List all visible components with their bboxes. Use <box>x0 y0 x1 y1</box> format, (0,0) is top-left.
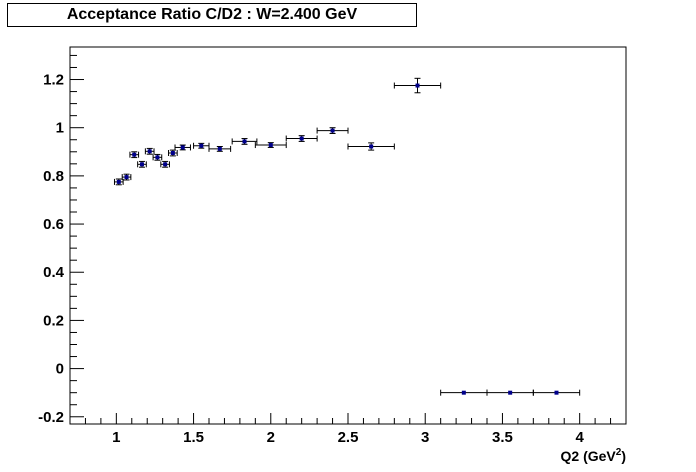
data-marker <box>147 149 152 154</box>
x-tick-label: 3.5 <box>492 429 513 446</box>
y-tick-label: 0.4 <box>43 264 65 281</box>
data-point <box>285 135 318 142</box>
data-marker <box>170 150 175 155</box>
data-marker <box>155 155 160 160</box>
data-marker <box>299 136 304 141</box>
x-tick-label: 1 <box>112 429 120 446</box>
data-point <box>137 160 147 168</box>
data-point <box>193 142 210 149</box>
data-marker <box>180 145 185 150</box>
data-marker <box>124 175 129 180</box>
data-point <box>347 142 395 151</box>
data-point <box>393 77 442 94</box>
data-point <box>208 145 232 152</box>
data-point <box>144 147 155 155</box>
x-tick-label: 1.5 <box>183 429 204 446</box>
x-axis-title: Q2 (GeV2) <box>561 447 626 464</box>
data-marker <box>508 390 513 395</box>
y-tick-label: 1 <box>56 120 64 137</box>
data-marker <box>242 139 247 144</box>
data-point <box>152 153 163 161</box>
y-tick-label: 0.2 <box>43 312 64 329</box>
chart-title-box: Acceptance Ratio C/D2 : W=2.400 GeV <box>7 3 417 27</box>
data-point <box>121 173 132 181</box>
data-point <box>486 389 534 396</box>
data-marker <box>116 179 121 184</box>
data-marker <box>217 146 222 151</box>
data-point <box>440 389 488 396</box>
x-tick-label: 3 <box>421 429 429 446</box>
plot-frame <box>69 46 627 425</box>
data-points <box>113 77 581 396</box>
x-axis-title-sup: 2 <box>616 447 622 458</box>
data-marker <box>132 152 137 157</box>
x-axis-title-close: ) <box>621 448 626 464</box>
data-marker <box>554 390 559 395</box>
y-tick-label: 0.8 <box>43 168 64 185</box>
x-tick-label: 2.5 <box>338 429 359 446</box>
data-point <box>168 149 178 157</box>
y-axis: -0.2 0 0.2 0.4 0.6 0.8 1 1.2 <box>38 54 84 426</box>
x-axis-title-main: Q2 (GeV <box>561 448 617 464</box>
y-tick-label: 0 <box>56 361 64 378</box>
data-marker <box>330 128 335 133</box>
y-tick-label: 0.6 <box>43 216 64 233</box>
data-point <box>174 144 191 151</box>
data-point <box>160 160 170 168</box>
y-tick-label: -0.2 <box>38 409 64 426</box>
chart-title: Acceptance Ratio C/D2 : W=2.400 GeV <box>66 6 358 23</box>
data-marker <box>461 390 466 395</box>
data-point <box>113 178 124 186</box>
data-point <box>129 151 140 159</box>
data-point <box>254 142 287 149</box>
data-marker <box>415 83 420 88</box>
data-point <box>231 138 258 145</box>
data-marker <box>268 143 273 148</box>
y-tick-label: 1.2 <box>43 72 64 89</box>
data-marker <box>199 143 204 148</box>
data-marker <box>163 162 168 167</box>
x-tick-label: 4 <box>575 429 584 446</box>
x-axis: 1 1.5 2 2.5 3 3.5 4 <box>69 413 627 446</box>
data-point <box>532 389 581 396</box>
data-marker <box>369 144 374 149</box>
x-tick-label: 2 <box>267 429 275 446</box>
data-marker <box>139 162 144 167</box>
data-point <box>316 127 349 134</box>
